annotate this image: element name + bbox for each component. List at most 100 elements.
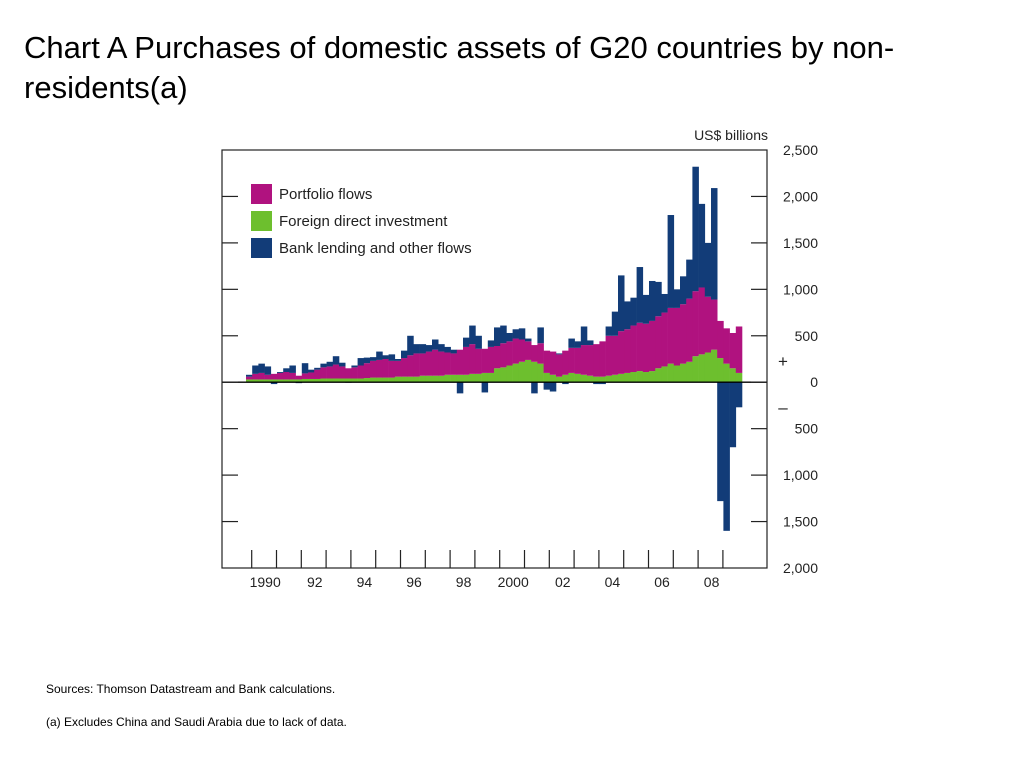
bar-fdi-22: [382, 377, 389, 383]
bar-portfolio-22: [382, 359, 389, 378]
bar-fdi-10: [308, 378, 315, 383]
bar-portfolio-46: [531, 345, 538, 362]
ytick-label: 1,000: [783, 467, 818, 483]
bar-portfolio-77: [723, 328, 730, 364]
bar-fdi-66: [655, 368, 662, 383]
bar-portfolio-12: [320, 367, 327, 379]
bar-portfolio-70: [680, 304, 687, 364]
bar-fdi-43: [512, 363, 520, 383]
xtick-label: 2000: [498, 574, 529, 590]
bar-portfolio-35: [463, 346, 470, 375]
positive-sign: +: [778, 352, 788, 371]
bar-bank-40: [494, 327, 501, 346]
bar-fdi-6: [283, 379, 290, 383]
bar-bank-44: [518, 328, 526, 340]
ytick-label: 1,500: [783, 235, 818, 251]
bar-fdi-1: [252, 379, 259, 383]
bar-bank-15: [339, 362, 346, 367]
bar-bank-29: [425, 345, 433, 352]
bar-bank-58: [605, 326, 613, 336]
bar-portfolio-50: [556, 354, 563, 377]
bar-portfolio-11: [314, 369, 321, 379]
bar-bank-49: [549, 382, 557, 392]
bar-fdi-18: [357, 378, 365, 383]
bar-bank-18: [357, 358, 365, 366]
bar-bank-27: [413, 344, 420, 354]
xtick-label: 92: [307, 574, 323, 590]
slide-title: Chart A Purchases of domestic assets of …: [24, 30, 895, 105]
bar-fdi-38: [481, 372, 489, 383]
legend-label-bank: Bank lending and other flows: [279, 240, 472, 257]
bar-portfolio-43: [512, 338, 520, 364]
bar-bank-55: [587, 340, 594, 346]
negative-sign: –: [778, 398, 788, 417]
xtick-label: 08: [704, 574, 720, 590]
xtick-label: 96: [406, 574, 422, 590]
bar-bank-52: [568, 338, 575, 348]
bar-bank-51: [562, 382, 569, 385]
footnote-a: (a) Excludes China and Saudi Arabia due …: [46, 715, 347, 729]
bar-portfolio-13: [326, 366, 334, 379]
bar-portfolio-34: [456, 349, 464, 375]
bar-bank-12: [320, 363, 327, 368]
bar-bank-57: [599, 382, 606, 385]
bar-bank-0: [246, 374, 253, 377]
xtick-label: 1990: [250, 574, 281, 590]
xtick-label: 94: [357, 574, 373, 590]
chart-svg: 2,500 2,000 1,500 1,000 500 0 500 1,000 1,500 2,0…: [221, 127, 818, 590]
bar-bank-61: [624, 301, 631, 330]
bar-fdi-47: [537, 363, 544, 383]
bar-bank-23: [388, 354, 396, 361]
bar-bank-73: [698, 203, 706, 288]
bar-fdi-17: [351, 378, 358, 383]
xtick-label: 02: [555, 574, 571, 590]
bar-fdi-65: [649, 371, 656, 383]
bar-portfolio-64: [642, 323, 650, 372]
bar-fdi-67: [661, 366, 668, 383]
bar-fdi-45: [525, 359, 532, 383]
bar-bank-6: [283, 368, 290, 373]
bar-portfolio-31: [438, 351, 445, 376]
bar-portfolio-55: [587, 345, 594, 376]
bar-fdi-26: [407, 376, 414, 383]
bar-portfolio-6: [283, 372, 290, 380]
ytick-label: 2,000: [783, 560, 818, 576]
bar-fdi-73: [698, 354, 706, 383]
bar-fdi-74: [704, 352, 712, 383]
bar-fdi-7: [289, 379, 296, 383]
bar-bank-31: [438, 344, 445, 352]
bar-portfolio-59: [611, 335, 619, 375]
bar-bank-68: [667, 215, 675, 308]
bar-portfolio-9: [301, 373, 309, 379]
bar-portfolio-69: [673, 307, 681, 366]
bar-fdi-52: [568, 372, 575, 383]
plot-frame: [221, 149, 768, 569]
bar-bank-54: [580, 326, 588, 346]
bar-bank-50: [556, 353, 563, 355]
bar-fdi-63: [636, 371, 644, 383]
bar-fdi-53: [574, 373, 582, 383]
bar-portfolio-67: [661, 312, 668, 367]
bar-fdi-50: [556, 376, 563, 383]
bar-portfolio-30: [432, 349, 439, 376]
bar-bank-14: [332, 356, 340, 365]
bar-fdi-44: [518, 361, 526, 383]
bar-fdi-16: [345, 378, 352, 383]
axes-layer: 2,500 2,000 1,500 1,000 500 0 500 1,000 1,500 2,0…: [221, 127, 818, 590]
bar-bank-11: [314, 367, 321, 370]
bar-fdi-51: [562, 374, 569, 383]
bar-portfolio-68: [667, 307, 675, 364]
bar-bank-69: [673, 289, 681, 308]
bar-fdi-42: [506, 365, 513, 383]
bar-bank-45: [525, 338, 532, 342]
bar-bank-60: [618, 275, 625, 332]
bar-fdi-39: [487, 372, 495, 383]
bar-portfolio-78: [729, 332, 737, 369]
bar-bank-46: [531, 382, 538, 394]
bar-fdi-57: [599, 376, 606, 383]
bar-portfolio-3: [264, 374, 272, 380]
bar-bank-64: [642, 294, 650, 324]
bar-portfolio-16: [345, 368, 352, 379]
legend-swatch-bank: [251, 238, 272, 258]
bar-fdi-14: [332, 378, 340, 383]
